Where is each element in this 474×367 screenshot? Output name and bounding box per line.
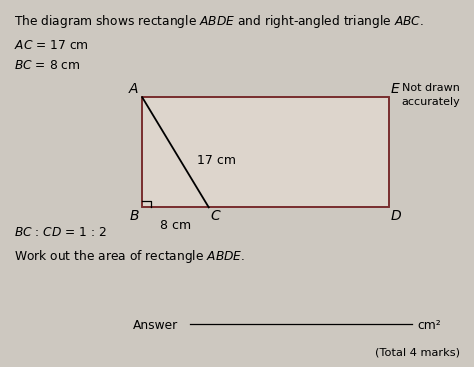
Text: $\it{BC}$ = 8 cm: $\it{BC}$ = 8 cm [14,59,81,72]
Text: Work out the area of rectangle $\it{ABDE}$.: Work out the area of rectangle $\it{ABDE… [14,248,246,265]
Text: $B$: $B$ [128,209,139,223]
Text: $\it{AC}$ = 17 cm: $\it{AC}$ = 17 cm [14,39,89,51]
Text: $E$: $E$ [391,82,401,96]
Polygon shape [142,97,389,207]
Text: 17 cm: 17 cm [197,154,236,167]
Text: $A$: $A$ [128,82,139,96]
Text: Not drawn
accurately: Not drawn accurately [401,83,460,106]
Text: $D$: $D$ [391,209,402,223]
Text: cm²: cm² [417,319,441,332]
Text: The diagram shows rectangle $\it{ABDE}$ and right-angled triangle $\it{ABC}$.: The diagram shows rectangle $\it{ABDE}$ … [14,13,424,30]
Text: 8 cm: 8 cm [160,219,191,232]
Text: $C$: $C$ [210,209,222,223]
Text: Answer: Answer [133,319,178,332]
Text: (Total 4 marks): (Total 4 marks) [375,348,460,358]
Text: $\it{BC}$ : $\it{CD}$ = 1 : 2: $\it{BC}$ : $\it{CD}$ = 1 : 2 [14,226,107,239]
